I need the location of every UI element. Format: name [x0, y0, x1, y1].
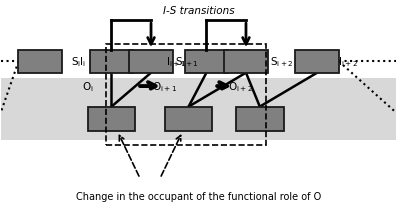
Bar [1, 78, 396, 140]
Text: $\mathregular{I_{i+1}}$: $\mathregular{I_{i+1}}$ [166, 55, 186, 69]
Bar [165, 107, 212, 132]
Text: $\mathregular{S_{i+1}}$: $\mathregular{S_{i+1}}$ [175, 55, 198, 69]
Bar [129, 51, 173, 73]
Bar [106, 45, 266, 145]
Text: I-S transitions: I-S transitions [163, 6, 234, 16]
Bar [185, 51, 228, 73]
Text: $\mathregular{O_{i}}$: $\mathregular{O_{i}}$ [82, 80, 94, 94]
Text: $\mathregular{O_{i+2}}$: $\mathregular{O_{i+2}}$ [227, 80, 252, 94]
Bar [88, 107, 135, 132]
Bar [19, 51, 62, 73]
Text: Change in the occupant of the functional role of O: Change in the occupant of the functional… [76, 191, 321, 201]
Text: $\mathregular{O_{i+1}}$: $\mathregular{O_{i+1}}$ [152, 80, 177, 94]
Bar [90, 51, 133, 73]
Text: $\mathregular{I_{i}}$: $\mathregular{I_{i}}$ [79, 55, 85, 69]
Text: $\mathregular{S_{i+2}}$: $\mathregular{S_{i+2}}$ [270, 55, 293, 69]
Bar [295, 51, 339, 73]
Bar [236, 107, 283, 132]
Text: $\mathregular{S_{i}}$: $\mathregular{S_{i}}$ [71, 55, 81, 69]
Bar [224, 51, 268, 73]
Text: $\mathregular{I_{i+2}}$: $\mathregular{I_{i+2}}$ [338, 55, 358, 69]
